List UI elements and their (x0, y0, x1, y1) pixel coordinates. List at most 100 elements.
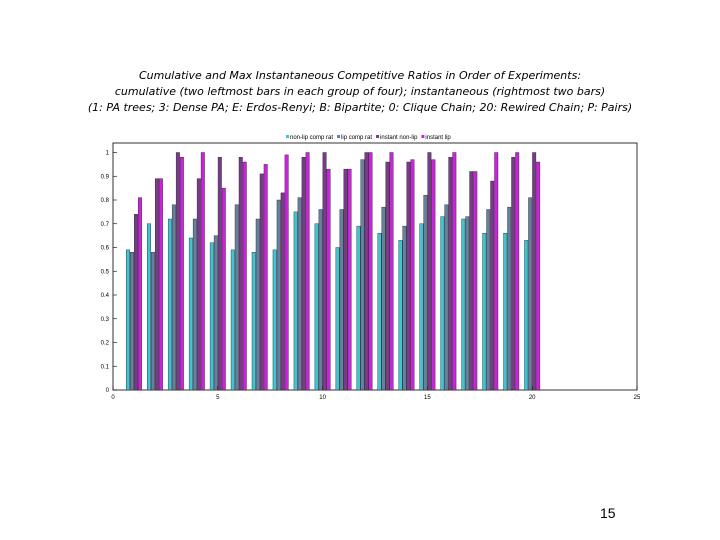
bar (175, 152, 180, 391)
bar (532, 152, 537, 391)
y-tick-label: 1 (106, 151, 110, 157)
bar (482, 233, 487, 391)
bar (130, 252, 134, 391)
bar (192, 218, 197, 391)
bar (322, 152, 327, 391)
bar (528, 197, 533, 391)
y-tick-label: 0.1 (101, 364, 110, 370)
legend-swatch (421, 135, 425, 138)
y-tick-label: 0.6 (101, 246, 110, 252)
bar (171, 204, 176, 391)
bar (238, 157, 243, 391)
bar (297, 197, 302, 391)
bar (251, 252, 256, 391)
bar (423, 195, 428, 391)
bar (301, 157, 306, 391)
bar (427, 152, 432, 391)
y-tick-label: 0.8 (101, 198, 110, 204)
bar (147, 223, 151, 391)
title-line: Cumulative and Max Instantaneous Competi… (138, 69, 582, 82)
bar (154, 178, 159, 391)
bar (402, 225, 407, 391)
legend-label: instant non-lip (380, 135, 418, 141)
bar (486, 209, 491, 391)
bar (196, 178, 201, 391)
bar (440, 216, 445, 391)
bar (507, 206, 512, 391)
bar (200, 152, 205, 391)
y-tick-label: 0.3 (101, 317, 110, 323)
bar (272, 249, 277, 391)
bar (167, 218, 172, 391)
bar (503, 233, 508, 391)
bar (494, 152, 499, 391)
bar (335, 247, 340, 391)
legend-label: non-lip comp rat (290, 135, 333, 141)
bar (179, 157, 184, 391)
bar (524, 240, 529, 391)
bar (280, 192, 285, 391)
legend-swatch (337, 135, 341, 138)
bar (347, 168, 352, 391)
bar (326, 168, 331, 391)
bar (284, 154, 289, 391)
bar (314, 223, 319, 391)
x-tick-label: 5 (216, 395, 220, 401)
bar (234, 204, 239, 391)
legend-swatch (286, 135, 289, 138)
bar (511, 157, 516, 391)
y-tick-label: 0.4 (101, 293, 110, 299)
title-line: (1: PA trees; 3: Dense PA; E: Erdos-Reny… (87, 101, 633, 114)
bar (134, 214, 138, 391)
x-tick-label: 10 (319, 395, 326, 401)
x-tick-label: 20 (529, 395, 536, 401)
bar (263, 164, 268, 391)
bar (339, 209, 344, 391)
bar (259, 173, 264, 391)
bar (364, 152, 369, 391)
bar (293, 211, 298, 391)
x-tick-label: 0 (111, 395, 115, 401)
legend-swatch (376, 135, 380, 138)
bar (343, 168, 348, 391)
bar (276, 199, 281, 391)
legend-label: lip comp rat (341, 135, 372, 141)
bar (368, 152, 373, 391)
bar (490, 180, 495, 391)
bar (137, 197, 142, 391)
bar (318, 209, 323, 391)
y-tick-label: 0.2 (101, 341, 110, 347)
bar (419, 223, 424, 391)
bar (209, 242, 214, 391)
bar (465, 216, 470, 391)
bar (126, 249, 130, 391)
bar (452, 152, 457, 391)
bar (188, 237, 193, 391)
bar (431, 159, 436, 391)
bar (385, 161, 390, 391)
title: Cumulative and Max Instantaneous Competi… (0, 68, 720, 116)
bar (221, 187, 226, 391)
legend-label: instant lip (425, 135, 451, 141)
bar (381, 206, 386, 391)
bar (213, 235, 218, 391)
bar (158, 178, 163, 391)
bar (150, 252, 155, 391)
bar (217, 157, 222, 391)
bar (536, 161, 541, 391)
bar (406, 161, 411, 391)
bar (377, 233, 382, 391)
bar (255, 218, 260, 391)
y-tick-label: 0.7 (101, 222, 110, 228)
bar (242, 161, 247, 391)
page-number: 15 (600, 505, 616, 521)
x-tick-label: 15 (424, 395, 431, 401)
bar (356, 225, 361, 391)
bar (398, 240, 403, 391)
y-tick-label: 0.5 (101, 269, 110, 275)
y-tick-label: 0 (106, 388, 110, 394)
bar (305, 152, 310, 391)
bar (389, 152, 394, 391)
